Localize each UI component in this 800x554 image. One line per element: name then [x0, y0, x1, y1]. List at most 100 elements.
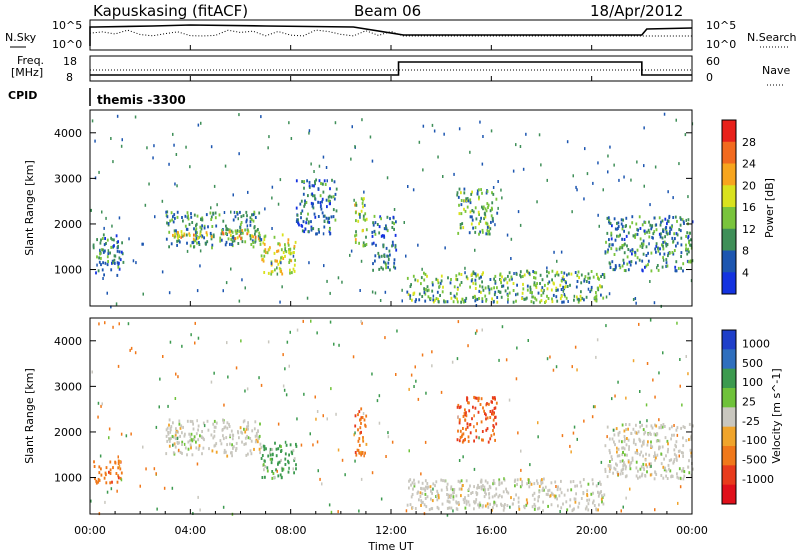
power-cell [263, 249, 266, 253]
velocity-cell [644, 430, 647, 434]
power-cell [206, 240, 209, 244]
power-cell [617, 221, 620, 225]
power-cell [535, 271, 538, 275]
y-tick-label: 4000 [54, 335, 82, 348]
velocity-cell [574, 484, 576, 488]
power-cell [331, 178, 333, 182]
power-cell [293, 244, 296, 248]
power-cell [282, 257, 285, 260]
velocity-cell [109, 481, 112, 485]
velocity-cell [566, 488, 569, 492]
power-cell [102, 233, 105, 237]
velocity-noise-cell [129, 348, 131, 352]
power-cell [98, 256, 100, 260]
velocity-noise-cell [679, 476, 682, 480]
velocity-cell [566, 508, 569, 512]
velocity-cell [486, 402, 488, 406]
velocity-cell [245, 427, 248, 431]
power-cell [487, 285, 490, 289]
velocity-cell [413, 484, 416, 488]
velocity-cell [247, 452, 249, 456]
power-cell [113, 261, 116, 265]
power-cell [501, 284, 503, 288]
power-cell [385, 227, 388, 231]
power-noise-cell [279, 300, 281, 304]
power-cell [185, 233, 188, 237]
velocity-cell [201, 430, 203, 433]
velocity-cell [181, 431, 183, 435]
velocity-cell [287, 470, 290, 474]
power-cell [488, 288, 491, 292]
power-cell [497, 289, 500, 293]
velocity-cell [655, 473, 658, 476]
power-noise-cell [403, 221, 405, 224]
velocity-cell [277, 447, 280, 451]
velocity-cell [450, 485, 453, 489]
power-cell [478, 289, 481, 293]
colorbar-tick-label: -25 [742, 415, 760, 428]
power-cell [321, 200, 323, 204]
velocity-cell [190, 438, 193, 442]
power-cell [225, 224, 227, 228]
power-cell [389, 268, 391, 272]
power-cell [477, 273, 479, 277]
power-cell [491, 217, 494, 221]
velocity-cell [495, 492, 498, 496]
velocity-cell [262, 463, 265, 467]
velocity-cell [412, 487, 414, 491]
power-cell [547, 297, 550, 300]
velocity-cell [623, 461, 625, 465]
power-cell [277, 242, 280, 246]
power-cell [653, 230, 656, 234]
velocity-noise-cell [352, 355, 355, 359]
velocity-cell [498, 493, 501, 497]
power-noise-cell [690, 238, 692, 242]
power-cell [316, 232, 318, 236]
velocity-cell [436, 489, 439, 493]
power-cell [99, 252, 101, 256]
velocity-cell [437, 494, 440, 498]
velocity-noise-cell [473, 414, 475, 418]
velocity-cell [440, 478, 443, 482]
velocity-cell [542, 486, 544, 490]
velocity-cell [222, 434, 224, 438]
velocity-cell [480, 485, 483, 489]
velocity-cell [613, 433, 616, 437]
velocity-cell [640, 450, 643, 454]
power-cell [590, 288, 593, 292]
power-cell [303, 180, 305, 184]
power-noise-cell [349, 253, 351, 257]
velocity-noise-cell [574, 345, 577, 349]
power-noise-cell [279, 178, 282, 182]
power-noise-cell [224, 164, 227, 168]
velocity-cell [195, 446, 198, 450]
power-cell [276, 259, 278, 263]
velocity-noise-cell [685, 355, 687, 358]
power-cell [380, 234, 383, 238]
power-noise-cell [632, 298, 635, 301]
power-cell [611, 224, 613, 228]
velocity-cell [680, 469, 683, 473]
velocity-cell [624, 437, 626, 441]
power-noise-cell [318, 164, 321, 168]
velocity-cell [192, 422, 194, 426]
velocity-cell [272, 472, 275, 475]
power-cell [561, 294, 563, 298]
velocity-cell [613, 466, 616, 470]
velocity-noise-cell [172, 443, 174, 447]
power-cell [614, 268, 616, 272]
velocity-noise-cell [97, 415, 99, 419]
power-cell [416, 279, 419, 283]
velocity-cell [639, 467, 642, 471]
power-cell [665, 261, 668, 265]
velocity-noise-cell [679, 358, 681, 361]
power-cell [288, 261, 291, 264]
power-cell [201, 224, 203, 228]
velocity-cell [295, 463, 297, 467]
velocity-cell [628, 423, 631, 427]
velocity-cell [254, 434, 257, 438]
velocity-noise-cell [658, 418, 660, 422]
power-cell [655, 242, 658, 246]
power-cell [465, 197, 468, 201]
velocity-cell [459, 405, 462, 409]
